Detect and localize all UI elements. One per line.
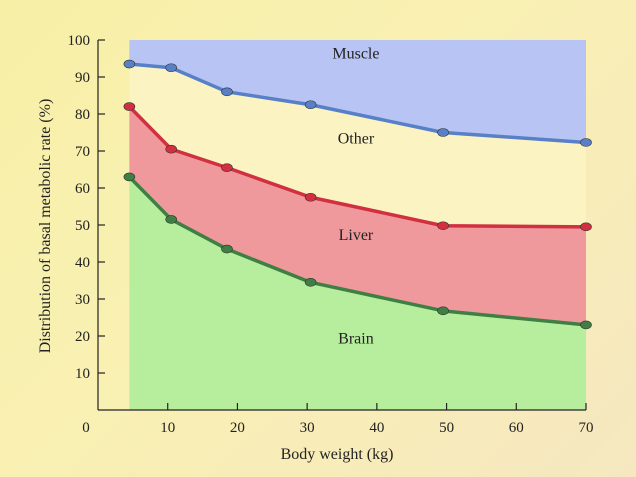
y-axis-title: Distribution of basal metabolic rate (%)	[37, 99, 54, 354]
y-tick-label: 60	[75, 181, 90, 197]
y-tick-label: 80	[75, 107, 90, 123]
region-label-muscle: Muscle	[332, 46, 379, 63]
point-brain-2	[221, 244, 233, 254]
point-other-4	[437, 128, 449, 137]
area-other	[129, 64, 586, 227]
point-liver-5	[580, 222, 592, 232]
y-tick-label: 50	[75, 218, 90, 234]
point-other-1	[165, 63, 177, 73]
point-other-0	[123, 59, 136, 69]
line-liver-upper	[128, 105, 587, 229]
point-brain-5	[580, 320, 592, 330]
region-label-brain: Brain	[338, 330, 374, 347]
point-other-2	[221, 87, 233, 97]
y-tick-label: 30	[75, 292, 90, 308]
point-other-5	[580, 138, 592, 147]
data-points	[123, 59, 592, 330]
x-tick-label: 30	[300, 420, 315, 436]
point-liver-2	[221, 163, 233, 172]
line-other-upper	[129, 62, 587, 145]
point-liver-3	[304, 192, 317, 202]
y-tick-label: 90	[75, 70, 90, 86]
x-tick-label: 0	[82, 420, 90, 436]
point-liver-1	[165, 144, 177, 154]
point-brain-0	[123, 172, 136, 182]
boundary-lines	[128, 62, 587, 327]
x-tick-label: 50	[439, 420, 454, 436]
y-tick-label: 40	[75, 255, 90, 271]
x-tick-label: 20	[230, 420, 245, 436]
y-tick-label: 10	[75, 366, 90, 382]
region-label-other: Other	[338, 131, 375, 148]
x-tick-label: 70	[579, 420, 594, 436]
point-brain-4	[437, 306, 449, 316]
point-liver-0	[123, 102, 136, 111]
region-label-liver: Liver	[339, 227, 374, 244]
y-tick-label: 100	[68, 33, 91, 49]
x-axis-title: Body weight (kg)	[281, 446, 394, 463]
y-tick-label: 20	[75, 329, 90, 345]
x-tick-label: 60	[509, 420, 524, 436]
point-liver-4	[437, 221, 449, 231]
point-brain-1	[165, 215, 177, 224]
line-brain-upper	[128, 175, 587, 327]
region-labels: Muscle Other Liver Brain	[332, 46, 379, 348]
point-brain-3	[304, 278, 317, 287]
area-muscle	[129, 40, 586, 143]
y-tick-label: 70	[75, 144, 90, 160]
area-liver	[129, 106, 586, 325]
tick-labels: 10 20 30 40 50 60 70 80 90 100 0 10 20 30 40 50 60 70	[68, 33, 594, 436]
x-tick-label: 40	[369, 420, 384, 436]
x-tick-label: 10	[160, 420, 175, 436]
point-other-3	[304, 100, 317, 110]
axes	[97, 39, 587, 411]
